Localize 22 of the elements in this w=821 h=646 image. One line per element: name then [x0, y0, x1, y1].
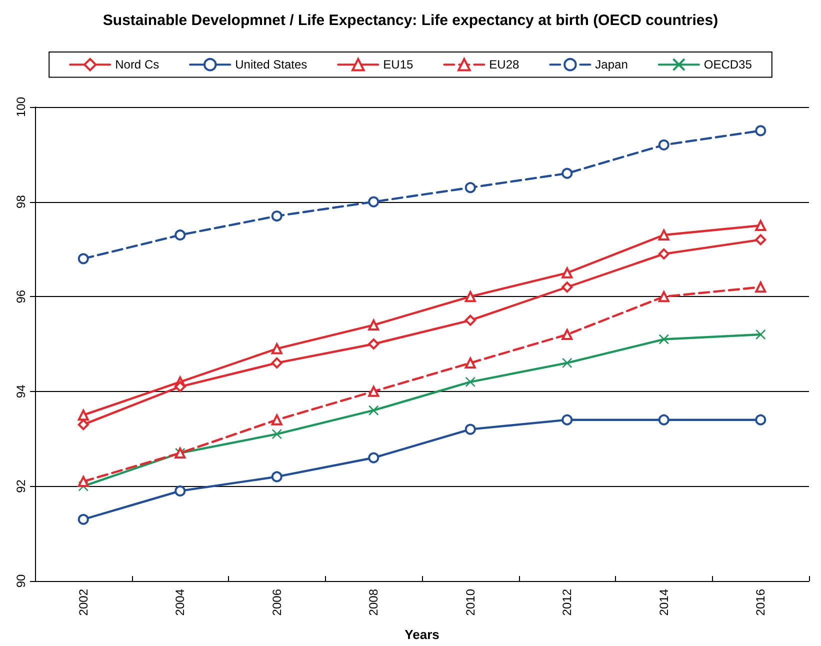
- y-tick-label: 96: [14, 290, 28, 304]
- x-axis-title: Years: [404, 627, 440, 642]
- x-tick-label: 2008: [366, 588, 381, 616]
- legend-label: United States: [235, 58, 308, 72]
- x-tick-label: 2014: [656, 588, 671, 616]
- x-tick-label: 2006: [270, 588, 284, 616]
- legend-label: Japan: [595, 58, 628, 72]
- legend-label: OECD35: [704, 58, 752, 72]
- y-tick-label: 92: [14, 479, 28, 493]
- legend-label: Nord Cs: [115, 58, 160, 72]
- x-tick-label: 2016: [754, 588, 768, 616]
- y-tick-label: 100: [14, 96, 28, 118]
- legend-label: EU28: [489, 58, 520, 72]
- x-tick-label: 2004: [173, 588, 188, 616]
- y-tick-label: 98: [14, 194, 28, 208]
- x-tick-label: 2010: [463, 588, 478, 616]
- x-tick-label: 2012: [560, 588, 574, 616]
- y-tick-label: 94: [14, 384, 28, 398]
- chart-title: Sustainable Developmnet / Life Expectancy: Life expectancy at birth (OECD countries): [102, 12, 718, 29]
- x-tick-label: 2002: [76, 588, 90, 616]
- legend-label: EU15: [383, 58, 414, 72]
- y-tick-label: 90: [14, 574, 28, 588]
